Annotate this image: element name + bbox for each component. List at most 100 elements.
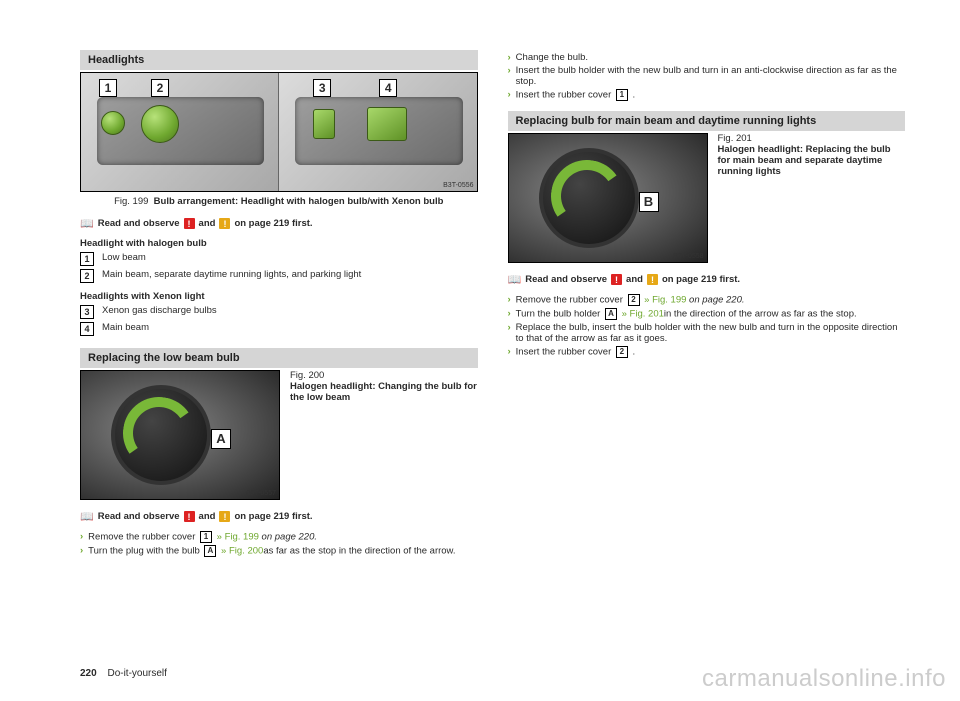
fig-code: 03T-0557 [246,490,276,497]
right-top-bullets: › Change the bulb. › Insert the bulb holde… [508,52,906,101]
figure-200: A 03T-0557 [80,370,280,500]
fig201-caption: Fig. 201 Halogen headlight: Replacing th… [718,133,906,263]
fig-num: Fig. 199 [114,196,148,207]
bullet-row: › Insert the rubber cover 2 . [508,346,906,358]
page-footer: 220 Do-it-yourself [80,668,167,679]
right-bullets: › Remove the rubber cover 2 » Fig. 199 on… [508,294,906,358]
bullet-text: Remove the rubber cover 2 » Fig. 199 on … [516,294,745,306]
letter-badge-b: B [639,192,659,212]
chevron-icon: › [508,65,511,76]
letter-badge-a: A [211,429,231,449]
page-number: 220 [80,668,97,679]
read-observe-line: 📖 Read and observe ! and ! on page 219 f… [80,510,478,523]
chevron-icon: › [508,52,511,63]
def-text: Xenon gas discharge bulbs [102,305,217,316]
fig200-caption: Fig. 200 Halogen headlight: Changing the… [290,370,478,500]
bullet-row: › Insert the rubber cover 1 . [508,89,906,101]
num-badge-2: 2 [151,79,169,97]
def-row: 2 Main beam, separate daytime running lig… [80,269,478,283]
book-icon: 📖 [80,510,94,523]
warning-red-icon: ! [184,511,195,522]
fig-text: Halogen headlight: Replacing the bulb fo… [718,144,891,177]
warning-yellow-icon: ! [219,511,230,522]
read-suffix: on page 219 first. [234,511,312,522]
bullet-text: Remove the rubber cover 1 » Fig. 199 on … [88,531,317,543]
read-suffix: on page 219 first. [234,218,312,229]
num-badge-3: 3 [313,79,331,97]
fig-num: Fig. 200 [290,370,324,381]
green-cap-2 [141,105,179,143]
book-icon: 📖 [80,217,94,230]
def-text: Main beam [102,322,149,333]
page: Headlights 1 2 3 4 B3T-0556 Fig. 199 Bul… [0,0,960,577]
def-badge: 1 [80,252,94,266]
fig200-wrap: A 03T-0557 Fig. 200 Halogen headlight: C… [80,370,478,500]
read-prefix: Read and observe [525,274,607,285]
fig199-left-half: 1 2 [81,73,278,191]
warning-yellow-icon: ! [647,274,658,285]
bullet-text: Turn the bulb holder A » Fig. 201in the … [516,308,857,320]
left-column: Headlights 1 2 3 4 B3T-0556 Fig. 199 Bul… [80,50,478,557]
halogen-subhead: Headlight with halogen bulb [80,238,478,249]
fig-code: B3T-0558 [673,253,703,260]
figure-199: 1 2 3 4 B3T-0556 [80,72,478,192]
read-suffix: on page 219 first. [662,274,740,285]
bullet-text: Change the bulb. [516,52,588,63]
read-prefix: Read and observe [98,218,180,229]
bullet-row: › Replace the bulb, insert the bulb holde… [508,322,906,344]
bullet-text: Insert the bulb holder with the new bulb… [516,65,905,87]
def-text: Low beam [102,252,146,263]
fig201-wrap: B B3T-0558 Fig. 201 Halogen headlight: R… [508,133,906,263]
bullet-row: › Remove the rubber cover 1 » Fig. 199 on… [80,531,478,543]
def-badge: 2 [80,269,94,283]
def-row: 1 Low beam [80,252,478,266]
chevron-icon: › [80,545,83,556]
section-heading-mainbeam: Replacing bulb for main beam and daytime… [508,111,906,131]
right-column: › Change the bulb. › Insert the bulb holde… [508,50,906,557]
def-badge: 3 [80,305,94,319]
left-bullets: › Remove the rubber cover 1 » Fig. 199 on… [80,531,478,557]
num-badge-4: 4 [379,79,397,97]
chevron-icon: › [508,294,511,305]
figure-201: B B3T-0558 [508,133,708,263]
section-heading-headlights: Headlights [80,50,478,70]
def-row: 4 Main beam [80,322,478,336]
bullet-row: › Remove the rubber cover 2 » Fig. 199 on… [508,294,906,306]
bullet-text: Insert the rubber cover 2 . [516,346,636,358]
green-module-3 [313,109,335,139]
fig-code: B3T-0556 [443,182,473,189]
read-and: and [199,218,216,229]
fig199-caption: Fig. 199 Bulb arrangement: Headlight wit… [80,196,478,207]
footer-section: Do-it-yourself [107,668,166,679]
fig-num: Fig. 201 [718,133,752,144]
read-and: and [199,511,216,522]
bullet-row: › Turn the plug with the bulb A » Fig. 20… [80,545,478,557]
read-prefix: Read and observe [98,511,180,522]
read-and: and [626,274,643,285]
xenon-subhead: Headlights with Xenon light [80,291,478,302]
bullet-row: › Insert the bulb holder with the new bul… [508,65,906,87]
fig-text: Halogen headlight: Changing the bulb for… [290,381,477,403]
chevron-icon: › [508,346,511,357]
bullet-row: ›Turn the bulb holder A » Fig. 201in the… [508,308,906,320]
bullet-text: Replace the bulb, insert the bulb holder… [516,322,905,344]
chevron-icon: › [508,89,511,100]
def-text: Main beam, separate daytime running ligh… [102,269,361,280]
warning-yellow-icon: ! [219,218,230,229]
warning-red-icon: ! [611,274,622,285]
bullet-text: Insert the rubber cover 1 . [516,89,636,101]
watermark: carmanualsonline.info [702,665,946,693]
def-row: 3 Xenon gas discharge bulbs [80,305,478,319]
book-icon: 📖 [508,273,522,286]
green-module-4 [367,107,407,141]
warning-red-icon: ! [184,218,195,229]
chevron-icon: › [508,322,511,333]
chevron-icon: › [80,531,83,542]
bullet-row: › Change the bulb. [508,52,906,63]
num-badge-1: 1 [99,79,117,97]
read-observe-line: 📖 Read and observe ! and ! on page 219 f… [508,273,906,286]
fig-text: Bulb arrangement: Headlight with halogen… [154,196,444,207]
def-badge: 4 [80,322,94,336]
section-heading-lowbeam: Replacing the low beam bulb [80,348,478,368]
bullet-text: Turn the plug with the bulb A » Fig. 200… [88,545,455,557]
